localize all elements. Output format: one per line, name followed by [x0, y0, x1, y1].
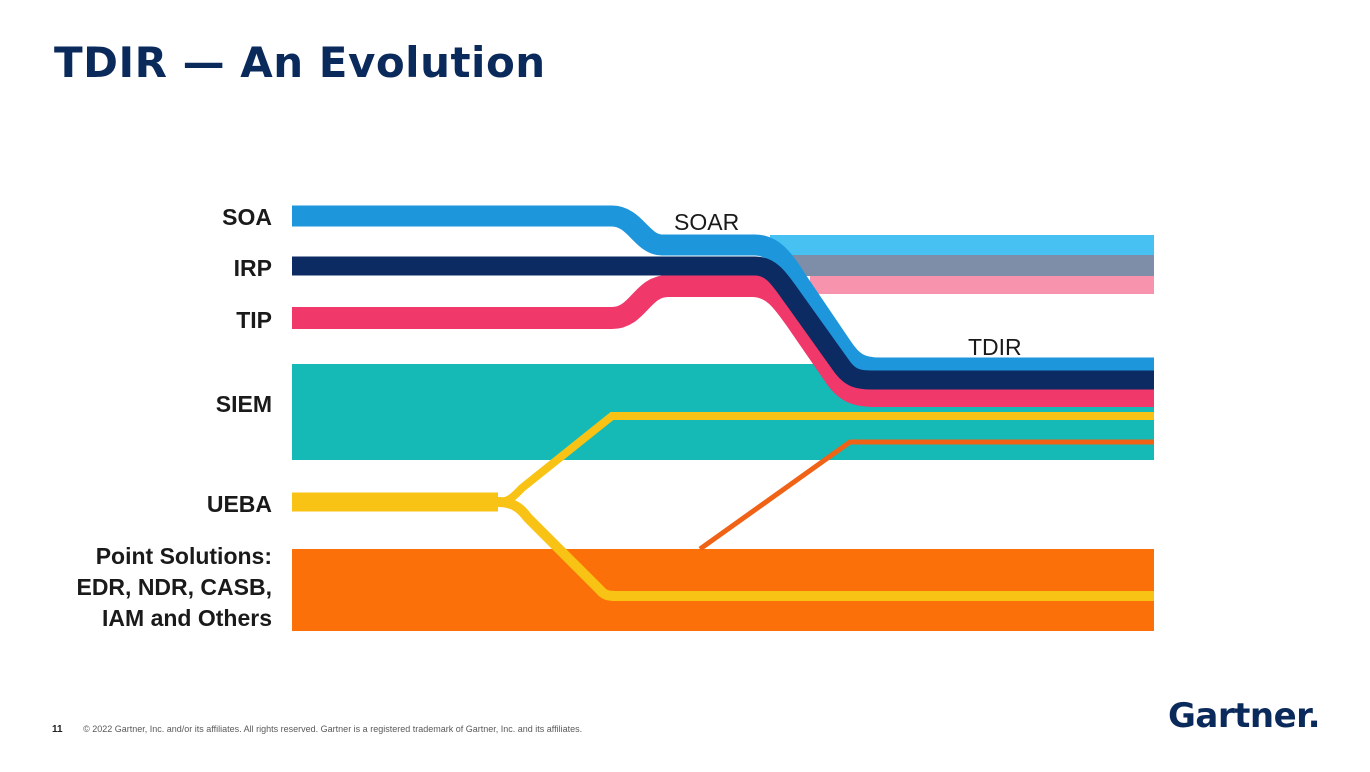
point-solutions-label-line-3: IAM and Others	[102, 605, 272, 631]
gartner-logo-dot: .	[1307, 696, 1321, 736]
point-solutions-to-siem-line	[698, 439, 1154, 552]
copyright-notice: © 2022 Gartner, Inc. and/or its affiliat…	[83, 724, 583, 734]
page-number: 11	[52, 724, 63, 735]
soar-irp-band	[790, 255, 1154, 276]
soa-label: SOA	[222, 204, 272, 230]
soar-soa-band	[770, 235, 1154, 255]
point-solutions-band	[292, 549, 1154, 631]
point-solutions-label-line-1: Point Solutions:	[96, 543, 272, 569]
gartner-logo-text: Gartner	[1168, 696, 1308, 736]
ueba-label: UEBA	[207, 491, 272, 517]
ueba-to-point-solutions-line	[497, 497, 1154, 601]
soar-tip-band	[810, 276, 1154, 294]
gartner-logo: Gartner.	[1168, 696, 1321, 736]
tdir-label: TDIR	[968, 334, 1022, 360]
soar-label: SOAR	[674, 209, 739, 235]
tip-label: TIP	[236, 307, 272, 333]
slide-footer: 11 © 2022 Gartner, Inc. and/or its affil…	[52, 724, 582, 735]
siem-label: SIEM	[216, 391, 272, 417]
tip-stream	[292, 275, 1154, 407]
soa-stream	[292, 205, 1154, 379]
point-solutions-label-line-2: EDR, NDR, CASB,	[76, 574, 272, 600]
irp-label: IRP	[234, 255, 272, 281]
irp-stream	[292, 256, 1154, 390]
slide-title: TDIR — An Evolution	[54, 38, 546, 87]
